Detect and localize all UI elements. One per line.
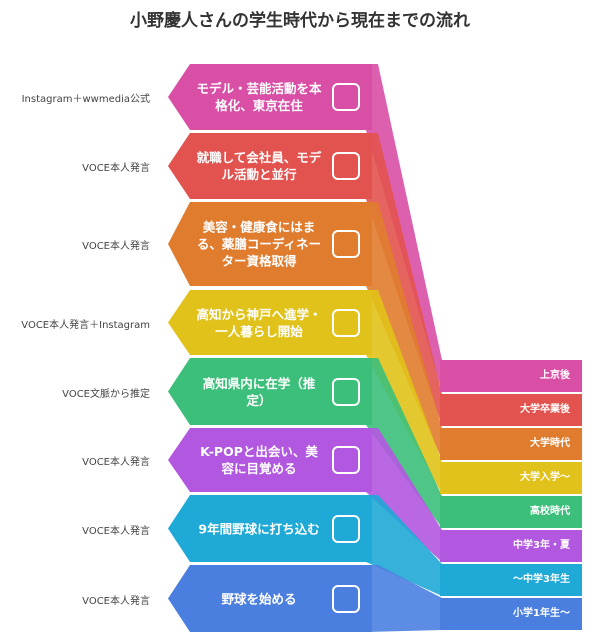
- source-label: VOCE本人発言: [82, 457, 150, 468]
- event-text: 野球を始める: [221, 591, 297, 606]
- period-label: 大学入学〜: [440, 462, 582, 494]
- event-icon: [332, 584, 360, 613]
- ribbon: [366, 202, 442, 460]
- event-icon: [332, 152, 360, 180]
- event-block: 野球を始める: [168, 565, 372, 632]
- source-label: VOCE本人発言: [82, 595, 150, 607]
- ribbon: [366, 358, 442, 528]
- event-block: 高知から神戸へ進学・一人暮らし開始: [168, 290, 372, 355]
- event-icon: [332, 230, 360, 258]
- event-icon: [332, 446, 360, 474]
- event-text: 就職して会社員、モデル活動と並行: [196, 150, 322, 182]
- event-text: 美容・健康食にはまる、薬膳コーディネーター資格取得: [196, 219, 322, 269]
- event-icon: [332, 308, 360, 337]
- source-label: VOCE本人発言: [82, 241, 150, 252]
- event-block: 就職して会社員、モデル活動と並行: [168, 133, 372, 199]
- period-label: 中学3年・夏: [440, 530, 582, 562]
- event-block: 高知県内に在学（推定）: [168, 358, 372, 425]
- event-text: モデル・芸能活動を本格化、東京在住: [196, 81, 322, 113]
- period-label: 高校時代: [440, 496, 582, 528]
- source-label: VOCE本人発言: [82, 525, 150, 537]
- event-text: K-POPと出会い、美容に目覚める: [200, 444, 318, 476]
- event-text: 9年間野球に打ち込む: [198, 521, 320, 536]
- period-label: 小学1年生〜: [440, 598, 582, 630]
- ribbon: [366, 428, 442, 562]
- ribbon: [366, 64, 442, 392]
- event-block: 美容・健康食にはまる、薬膳コーディネーター資格取得: [168, 202, 372, 286]
- event-block: モデル・芸能活動を本格化、東京在住: [168, 64, 372, 130]
- period-label: 上京後: [440, 360, 582, 392]
- event-text: 高知県内に在学（推定）: [202, 375, 316, 408]
- ribbon: [366, 290, 442, 494]
- event-icon: [332, 514, 360, 543]
- event-icon: [332, 377, 360, 406]
- source-label: Instagram＋wwmedia公式: [21, 94, 150, 105]
- event-block: 9年間野球に打ち込む: [168, 495, 372, 562]
- period-label: 大学卒業後: [440, 394, 582, 426]
- event-text: 高知から神戸へ進学・一人暮らし開始: [196, 306, 322, 339]
- period-label: 大学時代: [440, 428, 582, 460]
- source-label: VOCE本人発言＋Instagram: [21, 319, 150, 331]
- period-label: 〜中学3年生: [440, 564, 582, 596]
- title: 小野慶人さんの学生時代から現在までの流れ: [130, 11, 470, 31]
- source-label: VOCE文脈から推定: [62, 388, 150, 400]
- ribbon: [366, 495, 442, 596]
- event-block: K-POPと出会い、美容に目覚める: [168, 428, 372, 492]
- event-icon: [332, 83, 360, 111]
- ribbon: [366, 565, 442, 632]
- ribbon: [366, 133, 442, 426]
- source-label: VOCE本人発言: [82, 163, 150, 174]
